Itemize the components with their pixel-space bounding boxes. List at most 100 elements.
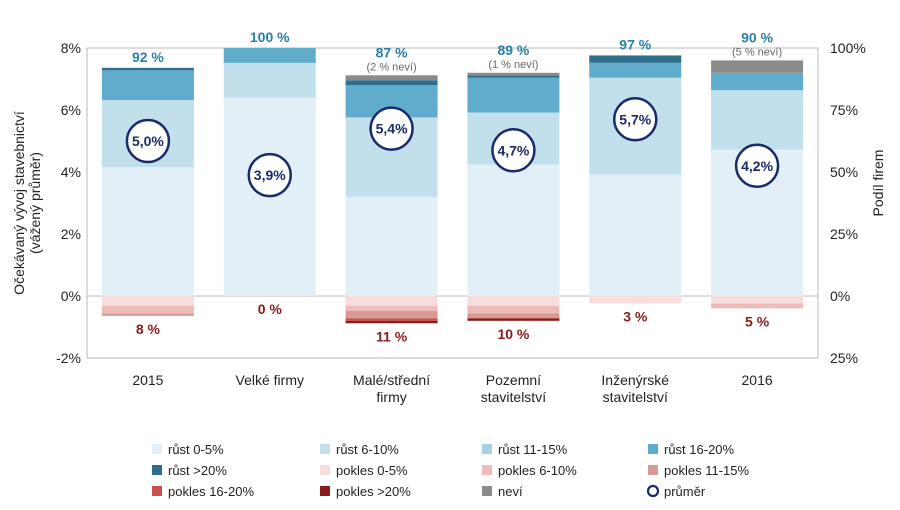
legend-swatch <box>482 444 492 454</box>
average-marker <box>491 128 536 173</box>
bar-segment <box>467 75 560 78</box>
dont-know-label: (2 % neví) <box>367 61 417 73</box>
top-share-label: 89 % <box>497 42 529 58</box>
legend-label: pokles 6-10% <box>498 463 577 478</box>
bottom-share-label: 11 % <box>376 328 408 344</box>
bar-segment <box>345 296 438 306</box>
bar-segment <box>467 164 560 296</box>
bar-segment <box>467 313 560 319</box>
bar-segment <box>711 60 804 73</box>
category-label: 2016 <box>742 372 773 388</box>
dont-know-label: (1 % neví) <box>488 59 538 71</box>
category-label-line: Inženýrské <box>601 372 669 388</box>
bar-segment <box>711 296 804 304</box>
bar-segment <box>223 62 316 98</box>
category-label-line: firmy <box>376 389 406 405</box>
legend-swatch <box>648 444 658 454</box>
average-label: 4,2% <box>741 158 773 174</box>
legend-swatch <box>152 444 162 454</box>
top-share-label: 90 % <box>741 29 773 45</box>
legend-swatch <box>320 465 330 475</box>
category-label-line: 2015 <box>132 372 163 388</box>
category-label-line: Malé/střední <box>353 372 430 388</box>
average-marker <box>247 152 292 198</box>
plot-area <box>86 47 819 359</box>
right-tick-label: 50% <box>830 164 858 180</box>
left-tick-label: 4% <box>61 164 81 180</box>
legend-label: pokles 16-20% <box>168 484 254 499</box>
category-label-line: Velké firmy <box>236 372 304 388</box>
average-label: 3,9% <box>254 167 286 183</box>
axes: -2% 0% 2% 4% 6% 8% 25% 0% 25% 50% 75% 100% Očekávaný… <box>11 40 886 405</box>
legend-label: pokles 11-15% <box>664 463 749 478</box>
bar-segment <box>467 318 560 321</box>
average-marker <box>369 106 414 151</box>
bar-segment <box>101 167 194 296</box>
left-axis-title-line: (vážený průměr) <box>27 152 43 254</box>
category-label: Velké firmy <box>236 372 304 388</box>
bottom-share-label: 5 % <box>745 313 770 329</box>
bar-segment <box>711 303 804 309</box>
legend-label: růst 0-5% <box>168 442 224 457</box>
legend-swatch <box>320 486 330 496</box>
dont-know-label: (5 % neví) <box>732 46 782 58</box>
category-label: Pozemní stavitelství <box>481 372 546 405</box>
bar-segment <box>345 80 438 86</box>
bar-segment <box>223 48 316 63</box>
right-tick-label: 25% <box>830 350 858 366</box>
legend-swatch <box>152 486 162 496</box>
right-tick-label: 75% <box>830 102 858 118</box>
bar-segment <box>711 90 804 150</box>
category-label-line: Pozemní <box>486 372 541 388</box>
bar-segment <box>101 67 194 71</box>
legend-swatch <box>482 486 492 496</box>
bar-segment <box>345 196 438 296</box>
bar-segment <box>589 174 682 296</box>
top-share-label: 100 % <box>250 29 290 45</box>
bar-segment <box>345 310 438 319</box>
top-share-label: 87 % <box>376 44 408 60</box>
bar-segment <box>589 296 682 304</box>
category-label: Malé/střední firmy <box>353 372 430 405</box>
bar-segment <box>101 70 194 101</box>
average-label: 5,4% <box>376 121 408 137</box>
legend-label: růst >20% <box>168 463 227 478</box>
legend-label: průměr <box>664 484 706 499</box>
legend-swatch <box>152 465 162 475</box>
bar-segment <box>345 320 438 324</box>
average-marker <box>613 97 658 142</box>
bottom-share-label: 8 % <box>136 321 161 337</box>
bar-segment <box>589 55 682 63</box>
legend-label: růst 6-10% <box>336 442 399 457</box>
bar-segment <box>467 77 560 113</box>
category-label-line: 2016 <box>742 372 773 388</box>
bottom-share-label: 3 % <box>623 308 648 324</box>
legend-label: růst 11-15% <box>498 442 568 457</box>
legend-swatch <box>482 465 492 475</box>
bar-stacks <box>101 48 804 324</box>
legend-label: neví <box>498 484 523 499</box>
legend: růst 0-5% růst 6-10% růst 11-15% růst 16-20… <box>152 442 749 499</box>
plot-border <box>86 47 819 359</box>
bottom-share-label: 0 % <box>258 301 283 317</box>
bar-segment <box>589 62 682 78</box>
bar-segment <box>467 305 560 314</box>
bar-segment <box>101 305 194 314</box>
average-marker <box>125 118 171 164</box>
bar-segment <box>101 313 194 316</box>
bar-segment <box>467 72 560 76</box>
top-share-label: 92 % <box>132 49 164 65</box>
bar-segment <box>345 318 438 321</box>
bar-segment <box>345 75 438 81</box>
legend-swatch <box>648 465 658 475</box>
left-tick-label: 6% <box>61 102 81 118</box>
bar-segment <box>101 296 194 306</box>
legend-label: pokles >20% <box>336 484 411 499</box>
average-label: 4,7% <box>497 142 529 158</box>
left-tick-label: -2% <box>56 350 81 366</box>
left-axis-title-line: Očekávaný vývoj stavebnictví <box>11 111 27 295</box>
right-tick-label: 0% <box>830 288 850 304</box>
legend-swatch-circle <box>646 484 660 498</box>
left-tick-label: 0% <box>61 288 81 304</box>
